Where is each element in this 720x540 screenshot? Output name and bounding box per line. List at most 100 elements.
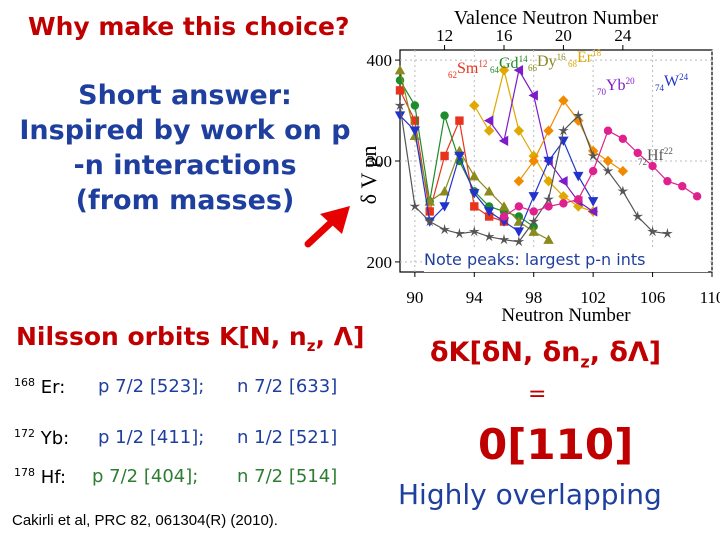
data-point [483, 115, 494, 126]
data-point [692, 192, 702, 201]
data-point [678, 182, 687, 191]
top-tick-label: 20 [555, 26, 572, 45]
data-point [544, 202, 553, 211]
nilsson-heading: Nilsson orbits K[N, nz, Λ] [16, 322, 365, 355]
element-label: 70Yb20 [597, 76, 635, 97]
x-tick-label: 98 [525, 288, 542, 307]
top-axis-title: Valence Neutron Number [454, 7, 659, 29]
result-value: 0[110] [478, 420, 634, 469]
data-point [469, 170, 480, 181]
pn-interaction-chart: 90 94 98 102 106 110 200 300 400 12 16 20 24Valence … [356, 7, 720, 326]
data-point [409, 126, 421, 136]
citation: Cakirli et al, PRC 82, 061304(R) (2010). [12, 512, 278, 529]
short-answer: Short answer: Inspired by work on p -n i… [10, 78, 360, 218]
element-label: 72Hf22 [638, 146, 673, 167]
delta-expression: δK[δN, δnz, δΛ] [430, 337, 662, 372]
x-tick-label: 94 [466, 288, 484, 307]
data-point [543, 234, 554, 244]
data-point [395, 86, 405, 95]
data-point [558, 125, 569, 136]
short-answer-line: Inspired by work on p [19, 115, 351, 146]
data-point [558, 175, 568, 187]
data-point [618, 134, 628, 143]
data-point [617, 185, 629, 196]
data-point [499, 212, 509, 221]
element-label: 66Dy16 [528, 52, 566, 73]
data-point [455, 116, 464, 125]
data-point [603, 126, 613, 135]
neutron-orbit: n 1/2 [521] [237, 427, 338, 448]
data-point [572, 109, 584, 121]
data-point [558, 95, 569, 106]
element-label: 68Er18 [568, 48, 602, 69]
data-point [513, 227, 525, 237]
data-point [470, 202, 479, 211]
proton-orbit: p 1/2 [411]; [98, 427, 205, 448]
data-point [574, 195, 583, 204]
data-point [498, 135, 509, 147]
data-point [483, 125, 495, 136]
short-answer-line: Short answer: [78, 80, 292, 111]
data-point [410, 116, 420, 125]
data-series [499, 126, 702, 221]
data-point [543, 156, 554, 167]
data-point [394, 99, 406, 111]
orbit-row: 168 Er: p 7/2 [523]; n 7/2 [633] [14, 376, 338, 398]
data-point [559, 199, 568, 208]
slide-title: Why make this choice? [28, 12, 350, 41]
data-point [587, 150, 599, 161]
short-answer-line: -n interactions [73, 150, 297, 181]
proton-orbit: p 7/2 [523]; [98, 376, 205, 397]
data-point [498, 201, 510, 211]
data-point [469, 189, 480, 199]
data-point [573, 171, 584, 182]
arrow-icon [304, 206, 350, 248]
orbit-row: 178 Hf: p 7/2 [404]; n 7/2 [514] [14, 466, 338, 488]
y-tick-label: 300 [367, 152, 393, 171]
element-label: 74W24 [655, 72, 689, 93]
data-point [498, 234, 510, 245]
data-point [425, 207, 434, 216]
data-point [662, 228, 673, 239]
data-point [543, 125, 554, 136]
data-point [483, 207, 495, 217]
data-point [439, 202, 450, 212]
series-line [503, 129, 698, 217]
data-point [617, 165, 629, 177]
data-point [528, 192, 539, 202]
data-point [394, 111, 406, 121]
data-series [394, 99, 673, 247]
top-tick-label: 16 [496, 26, 513, 45]
x-axis-title: Neutron Number [501, 305, 631, 326]
data-point [409, 200, 421, 211]
data-point [410, 101, 420, 110]
data-point [513, 125, 525, 136]
y-tick-label: 400 [367, 51, 393, 70]
x-tick-label: 90 [406, 288, 423, 307]
data-series [513, 95, 629, 187]
data-point [587, 206, 598, 217]
y-tick-label: 200 [367, 253, 393, 272]
y-axis-title: δ V pn [356, 146, 381, 205]
data-point [528, 226, 539, 236]
data-point [439, 223, 450, 235]
data-point [424, 215, 436, 227]
data-point [663, 176, 672, 186]
top-tick-label: 24 [614, 26, 632, 45]
short-answer-line: (from masses) [75, 185, 295, 216]
chart-series [394, 64, 702, 247]
data-point [588, 166, 598, 176]
data-point [440, 151, 449, 161]
top-tick-label: 12 [436, 26, 453, 45]
proton-orbit: p 7/2 [404]; [92, 466, 199, 487]
data-series [394, 64, 554, 244]
conclusion: Highly overlapping [398, 478, 662, 511]
data-point [633, 148, 642, 158]
data-point [483, 231, 495, 242]
note-peaks: Note peaks: largest p-n ints [424, 248, 708, 272]
data-point [483, 186, 495, 196]
element-label: 62Sm12 [448, 59, 487, 80]
data-point [513, 236, 525, 247]
data-point [440, 111, 449, 120]
